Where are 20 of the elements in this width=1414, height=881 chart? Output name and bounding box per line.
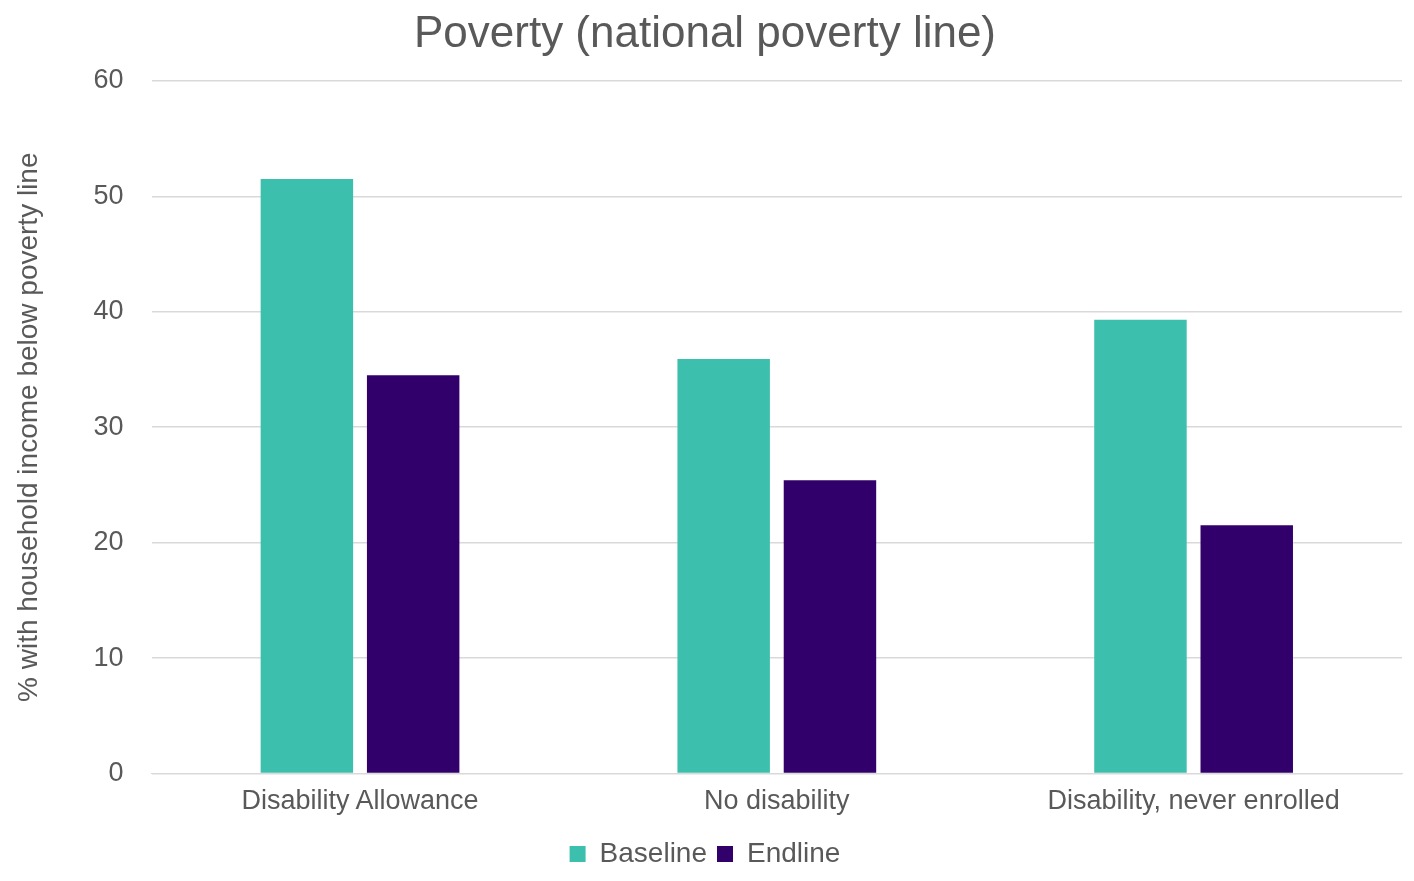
x-tick-label: Disability, never enrolled — [1047, 785, 1340, 816]
bar — [783, 480, 877, 773]
bar — [1094, 319, 1187, 773]
y-tick-label: 10 — [93, 641, 124, 672]
y-tick-label: 50 — [93, 179, 124, 210]
y-axis-title: % with household income below poverty line — [11, 152, 43, 702]
chart-title: Poverty (national poverty line) — [413, 6, 997, 56]
bar — [677, 359, 770, 773]
y-tick-label: 20 — [93, 526, 124, 557]
y-tick-label: 60 — [93, 64, 124, 95]
y-tick-label: 0 — [108, 757, 124, 788]
legend-label: Baseline — [599, 836, 707, 868]
y-tick-label: 40 — [93, 295, 124, 326]
x-tick-label: Disability Allowance — [241, 785, 479, 816]
x-tick-label: No disability — [704, 785, 851, 816]
bar — [260, 178, 354, 773]
bar — [366, 375, 460, 773]
y-tick-label: 30 — [93, 410, 124, 441]
legend-label: Endline — [747, 836, 841, 868]
bar — [1200, 525, 1293, 773]
